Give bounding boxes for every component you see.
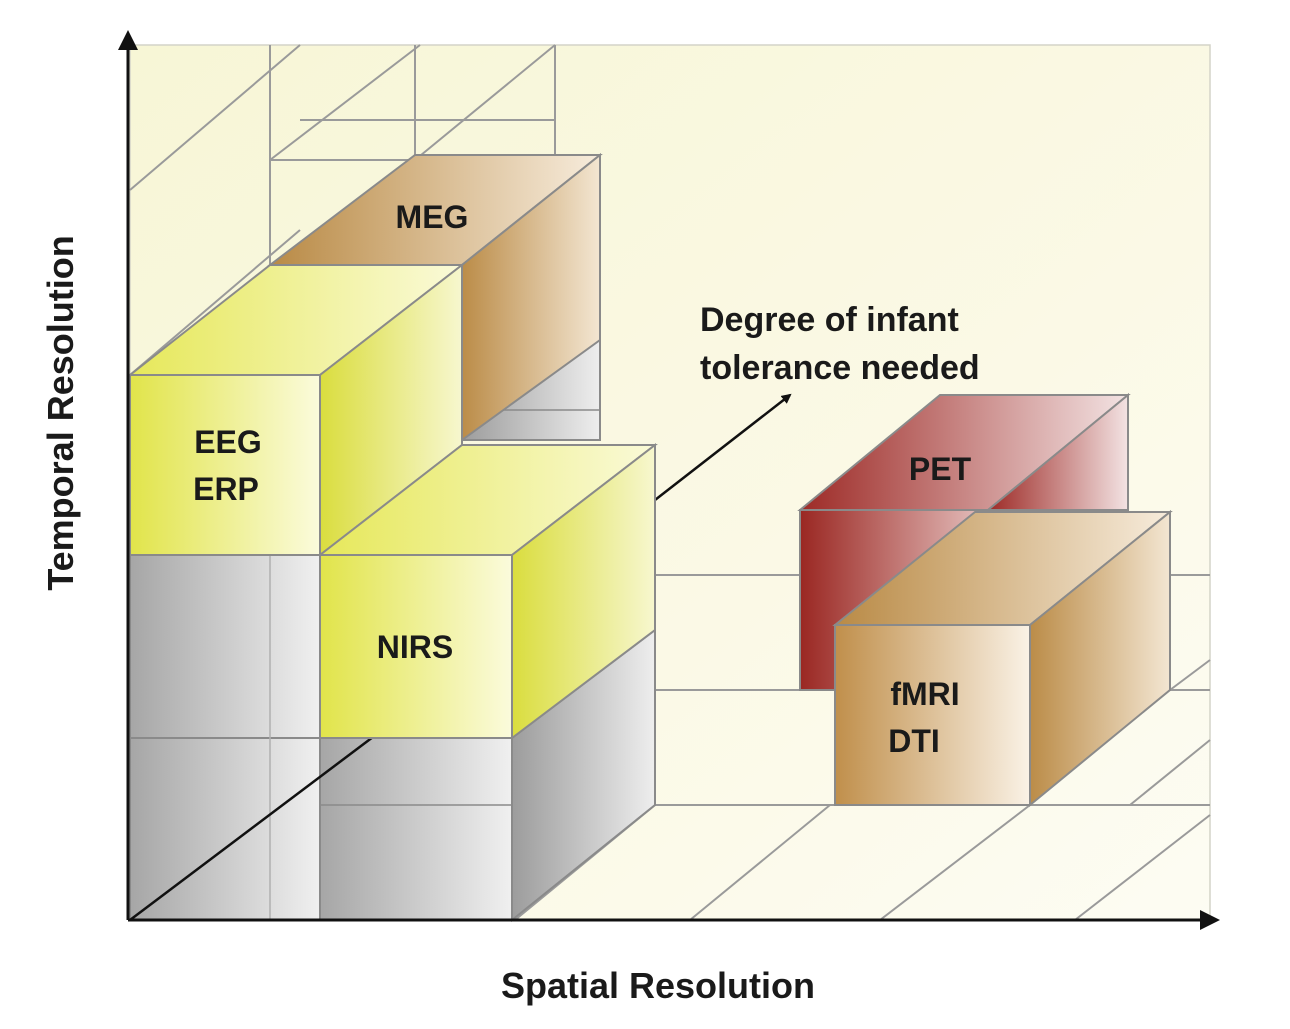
fmri-label: fMRI <box>890 676 959 712</box>
x-axis-arrowhead <box>1200 910 1220 930</box>
meg-block: MEG <box>267 152 603 442</box>
main-axes <box>118 30 1220 930</box>
y-axis-label: Temporal Resolution <box>40 235 81 590</box>
y-axis-arrowhead <box>118 30 138 50</box>
fmri-dti-block: fMRI DTI <box>832 509 1173 808</box>
meg-label: MEG <box>396 199 469 235</box>
nirs-label: NIRS <box>377 629 453 665</box>
nirs-block: NIRS <box>317 442 658 741</box>
x-axis-label: Spatial Resolution <box>501 965 815 1006</box>
dti-label: DTI <box>888 723 940 759</box>
depth-axis-arrow <box>654 393 792 501</box>
depth-axis-label-line1: Degree of infant <box>700 301 959 339</box>
eeg-label: EEG <box>194 424 262 460</box>
depth-axis-label-line2: tolerance needed <box>700 349 980 387</box>
gray-base-left <box>129 554 321 921</box>
erp-label: ERP <box>193 471 259 507</box>
gray-base-nirs <box>319 627 656 923</box>
pet-label: PET <box>909 451 972 487</box>
